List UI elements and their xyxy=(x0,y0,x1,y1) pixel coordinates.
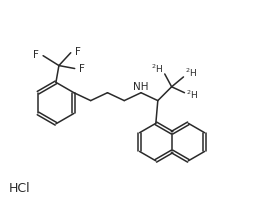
Text: NH: NH xyxy=(133,82,149,92)
Text: F: F xyxy=(75,47,80,57)
Text: $^{2}$H: $^{2}$H xyxy=(151,63,163,75)
Text: F: F xyxy=(33,50,39,60)
Text: HCl: HCl xyxy=(9,182,30,196)
Text: $^{2}$H: $^{2}$H xyxy=(186,67,198,79)
Text: F: F xyxy=(79,63,85,73)
Text: $^{2}$H: $^{2}$H xyxy=(187,89,199,101)
